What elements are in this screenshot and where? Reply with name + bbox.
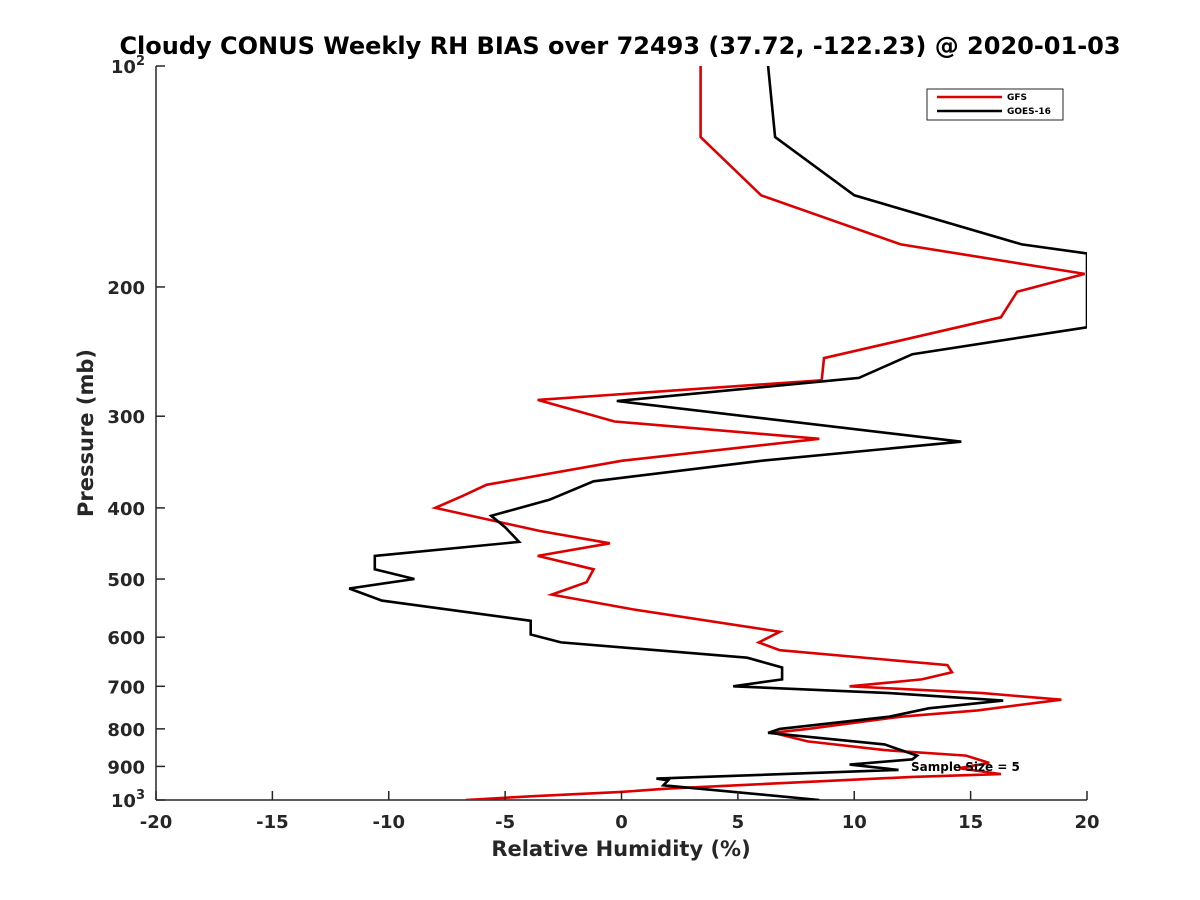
x-tick-label: -10	[372, 812, 405, 833]
series-line-gfs	[431, 66, 1086, 800]
x-tick-label: 5	[732, 812, 745, 833]
x-tick-label: -15	[256, 812, 289, 833]
y-tick-label: 102	[111, 54, 145, 78]
x-tick-label: 0	[615, 812, 628, 833]
y-tick-label: 800	[107, 720, 145, 741]
y-tick-label: 200	[107, 278, 145, 299]
legend-label-goes16: GOES-16	[1007, 107, 1051, 117]
legend-box	[926, 88, 1064, 121]
y-tick-label: 103	[111, 788, 145, 812]
series-layer	[348, 66, 1087, 800]
x-axis-label: Relative Humidity (%)	[491, 837, 750, 861]
y-axis-label: Pressure (mb)	[74, 349, 98, 517]
x-tick-label: 10	[842, 812, 867, 833]
x-tick-label: 15	[958, 812, 983, 833]
sample-size-annotation: Sample Size = 5	[911, 760, 1020, 774]
y-tick-label: 400	[107, 499, 145, 520]
series-line-goes16	[348, 66, 1087, 800]
y-tick-label: 700	[107, 677, 145, 698]
x-tick-label: -20	[140, 812, 173, 833]
y-tick-label: 500	[107, 570, 145, 591]
x-tick-label: 20	[1074, 812, 1099, 833]
x-tick-label: -5	[495, 812, 515, 833]
chart-title: Cloudy CONUS Weekly RH BIAS over 72493 (…	[119, 32, 1120, 60]
tick-layer: -20 -15 -10 -5 0 5 10 15 20 102 200 300 400 500 600 700…	[107, 54, 1099, 833]
y-tick-label: 300	[107, 407, 145, 428]
legend-label-gfs: GFS	[1007, 93, 1027, 103]
y-tick-label: 600	[107, 628, 145, 649]
legend: GFS GOES-16	[926, 88, 1064, 121]
y-tick-label: 900	[107, 757, 145, 778]
plot-area: -20 -15 -10 -5 0 5 10 15 20 102 200 300 400 500 600 700…	[107, 54, 1099, 833]
